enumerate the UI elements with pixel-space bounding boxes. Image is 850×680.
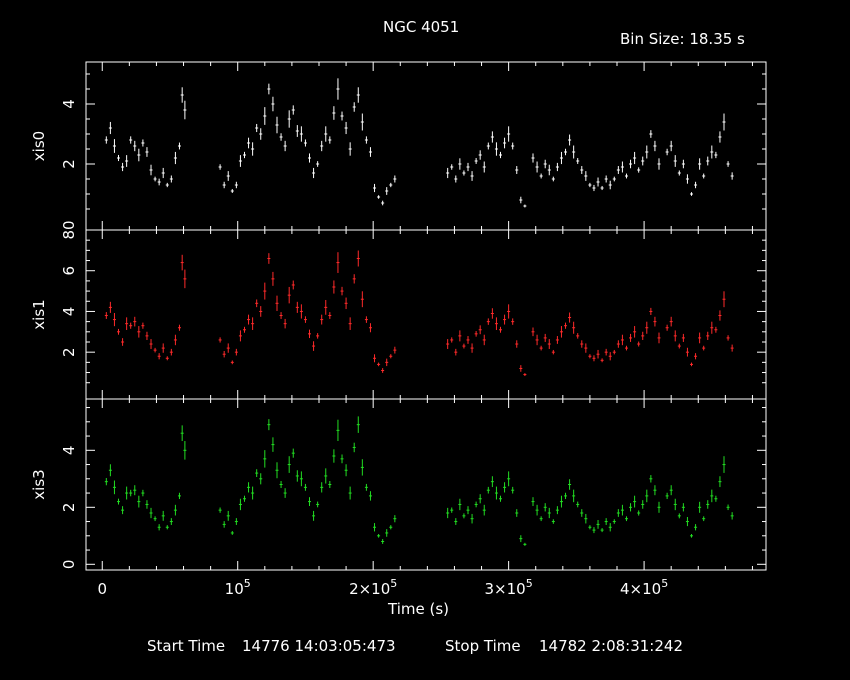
x-tick-label: 4×105 — [620, 577, 668, 598]
panel-frame-xis0 — [85, 61, 767, 231]
start-time-value: 14776 14:03:05:473 — [242, 637, 396, 655]
stop-time-label: Stop Time — [445, 637, 521, 655]
y-axis-label-xis1: xis1 — [30, 299, 48, 329]
y-tick-label: 2 — [60, 503, 78, 513]
y-tick-label: 2 — [60, 347, 78, 357]
panel-frame-xis1 — [85, 229, 767, 400]
x-tick-label: 0 — [97, 580, 107, 598]
panel-frame-xis3 — [85, 398, 767, 571]
y-tick-label: 4 — [60, 99, 78, 109]
x-axis-label: Time (s) — [388, 600, 449, 618]
y-tick-label: 2 — [60, 159, 78, 169]
y-tick-label: 80 — [60, 220, 78, 239]
y-tick-label: 4 — [60, 307, 78, 317]
start-time-label: Start Time — [147, 637, 226, 655]
y-tick-label: 4 — [60, 446, 78, 456]
chart-title: NGC 4051 — [383, 18, 460, 36]
x-tick-label: 105 — [225, 577, 251, 598]
x-tick-label: 3×105 — [485, 577, 533, 598]
x-tick-label: 2×105 — [349, 577, 397, 598]
y-axis-label-xis0: xis0 — [30, 131, 48, 161]
stop-time-value: 14782 2:08:31:242 — [539, 637, 683, 655]
y-axis-label-xis3: xis3 — [30, 469, 48, 499]
y-tick-label: 0 — [60, 560, 78, 570]
bin-size-label: Bin Size: 18.35 s — [620, 30, 745, 48]
y-tick-label: 6 — [60, 266, 78, 276]
